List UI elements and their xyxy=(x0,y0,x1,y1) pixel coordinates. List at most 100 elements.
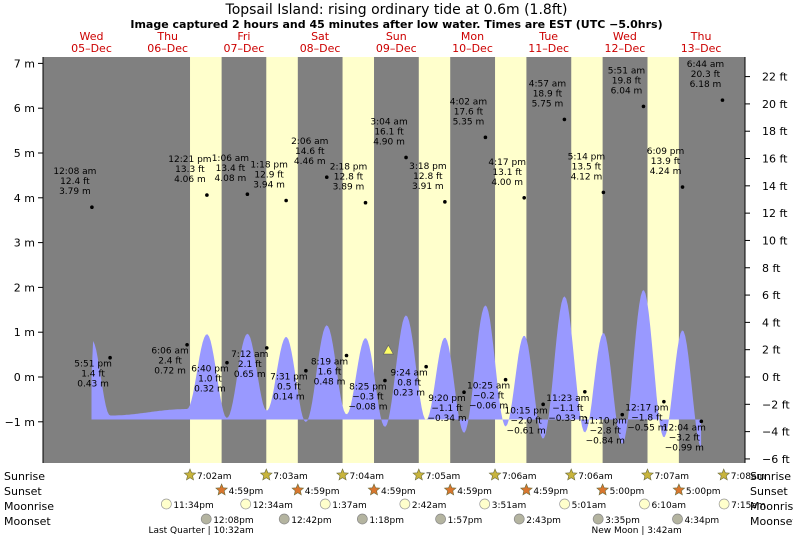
extreme-label: −0.34 m xyxy=(427,414,466,424)
moonset-icon xyxy=(200,513,212,525)
extreme-label: 12.8 ft xyxy=(413,172,443,182)
extreme-point-1 xyxy=(108,355,112,360)
sunrise-icon xyxy=(564,468,578,481)
extreme-label: −1.8 ft xyxy=(631,414,663,424)
right-tick-label: 0 ft xyxy=(762,371,781,384)
extreme-label: 3:18 pm xyxy=(409,162,447,172)
right-tick-label: 2 ft xyxy=(762,344,781,357)
extreme-label: 0.14 m xyxy=(273,393,305,403)
extreme-label: 12:21 pm xyxy=(168,155,211,165)
extreme-label: −1.1 ft xyxy=(431,404,463,414)
day-name: Wed xyxy=(612,30,637,43)
sunset-icon xyxy=(367,483,381,496)
moonset-time: 3:35pm xyxy=(605,516,640,526)
day-date: 09–Dec xyxy=(375,42,417,55)
left-tick-label: 0 m xyxy=(14,371,35,384)
extreme-label: 1.0 ft xyxy=(198,375,222,385)
chart-title: Topsail Island: rising ordinary tide at … xyxy=(225,2,568,18)
sunrise-icon xyxy=(412,468,426,481)
moonset-icon xyxy=(513,513,525,525)
moonrise-icon xyxy=(718,498,730,510)
left-tick-label: 3 m xyxy=(14,237,35,250)
sunset-time: 5:00pm xyxy=(686,487,721,497)
sunset-icon xyxy=(519,483,533,496)
extreme-point-10 xyxy=(344,353,349,358)
extreme-point-26 xyxy=(662,399,666,404)
extreme-label: 12.8 ft xyxy=(334,173,364,183)
moon-phase-label: New Moon | 3:42am xyxy=(592,526,682,536)
right-tick-label: 22 ft xyxy=(762,71,788,84)
moonrise-time: 11:34pm xyxy=(173,501,213,511)
extreme-point-15 xyxy=(443,200,447,204)
extreme-label: 5.75 m xyxy=(532,99,564,109)
extreme-label: 2.1 ft xyxy=(238,360,262,370)
day-name: Wed xyxy=(79,30,104,43)
day-date: 11–Dec xyxy=(528,42,570,55)
extreme-label: 4.90 m xyxy=(373,137,405,147)
extreme-label: 0.32 m xyxy=(194,385,226,395)
right-tick-label: 6 ft xyxy=(762,289,781,302)
moonset-time: 12:42pm xyxy=(291,516,331,526)
moonset-time: 12:08pm xyxy=(213,516,253,526)
extreme-label: 18.9 ft xyxy=(533,89,563,99)
sunrise-time: 7:05am xyxy=(426,472,461,482)
extreme-label: 4:57 am xyxy=(529,79,566,89)
extreme-label: 14.6 ft xyxy=(295,147,325,157)
left-tick-label: 1 m xyxy=(14,326,35,339)
left-tick-label: 2 m xyxy=(14,281,35,294)
right-tick-label: 12 ft xyxy=(762,207,788,220)
day-name: Sun xyxy=(385,30,407,43)
sunset-time: 4:59pm xyxy=(533,487,568,497)
moonrise-time: 2:42am xyxy=(412,501,447,511)
extreme-point-22 xyxy=(583,389,587,394)
sunset-time: 4:59pm xyxy=(305,487,340,497)
extreme-label: 1.6 ft xyxy=(318,367,342,377)
moon-phase-label: Last Quarter | 10:32am xyxy=(148,526,253,536)
extreme-label: 4:02 am xyxy=(450,97,487,107)
extreme-point-17 xyxy=(483,135,488,140)
moonrise-time: 6:10am xyxy=(651,501,686,511)
sunrise-time: 7:02am xyxy=(197,472,232,482)
extreme-label: 1:18 pm xyxy=(250,160,288,170)
day-date: 10–Dec xyxy=(452,42,493,55)
sunset-icon xyxy=(596,483,610,496)
extreme-point-20 xyxy=(541,402,545,407)
extreme-label: 3.94 m xyxy=(253,180,285,190)
extreme-point-9 xyxy=(324,175,329,179)
extreme-label: 1:06 am xyxy=(212,154,249,164)
extreme-label: 7:31 pm xyxy=(270,373,308,383)
extreme-label: 6.18 m xyxy=(690,80,722,90)
day-date: 06–Dec xyxy=(147,42,189,55)
extreme-label: 0.5 ft xyxy=(277,383,301,393)
extreme-label: 5:51 am xyxy=(608,66,645,76)
extreme-label: −0.33 m xyxy=(548,414,587,424)
sunrise-icon xyxy=(488,468,502,481)
day-date: 13–Dec xyxy=(680,42,722,55)
extreme-point-5 xyxy=(245,192,250,197)
moonrise-icon xyxy=(639,498,650,510)
row-label-left: Moonrise xyxy=(4,500,54,513)
extreme-label: −2.8 ft xyxy=(590,427,622,437)
moonset-time: 1:18pm xyxy=(369,516,404,526)
extreme-label: 13.3 ft xyxy=(175,165,205,175)
extreme-point-16 xyxy=(462,390,466,395)
extreme-point-7 xyxy=(284,198,288,203)
right-tick-label: 16 ft xyxy=(762,153,788,166)
extreme-label: 4.12 m xyxy=(571,172,603,182)
extreme-label: 4.06 m xyxy=(174,175,206,185)
right-tick-label: −2 ft xyxy=(762,398,790,411)
sunrise-time: 7:04am xyxy=(350,472,385,482)
sunset-icon xyxy=(672,483,686,496)
extreme-point-11 xyxy=(363,200,368,205)
row-label-right: Moonset xyxy=(750,515,793,528)
right-tick-label: 14 ft xyxy=(762,180,788,193)
moonset-icon xyxy=(672,513,683,525)
extreme-label: 6:44 am xyxy=(687,60,724,70)
extreme-label: 3.79 m xyxy=(59,187,91,197)
left-tick-label: 5 m xyxy=(14,147,35,160)
moonrise-icon xyxy=(319,498,331,510)
extreme-label: 4.00 m xyxy=(491,178,523,188)
row-label-left: Sunrise xyxy=(4,470,45,483)
moonset-icon xyxy=(592,513,604,525)
